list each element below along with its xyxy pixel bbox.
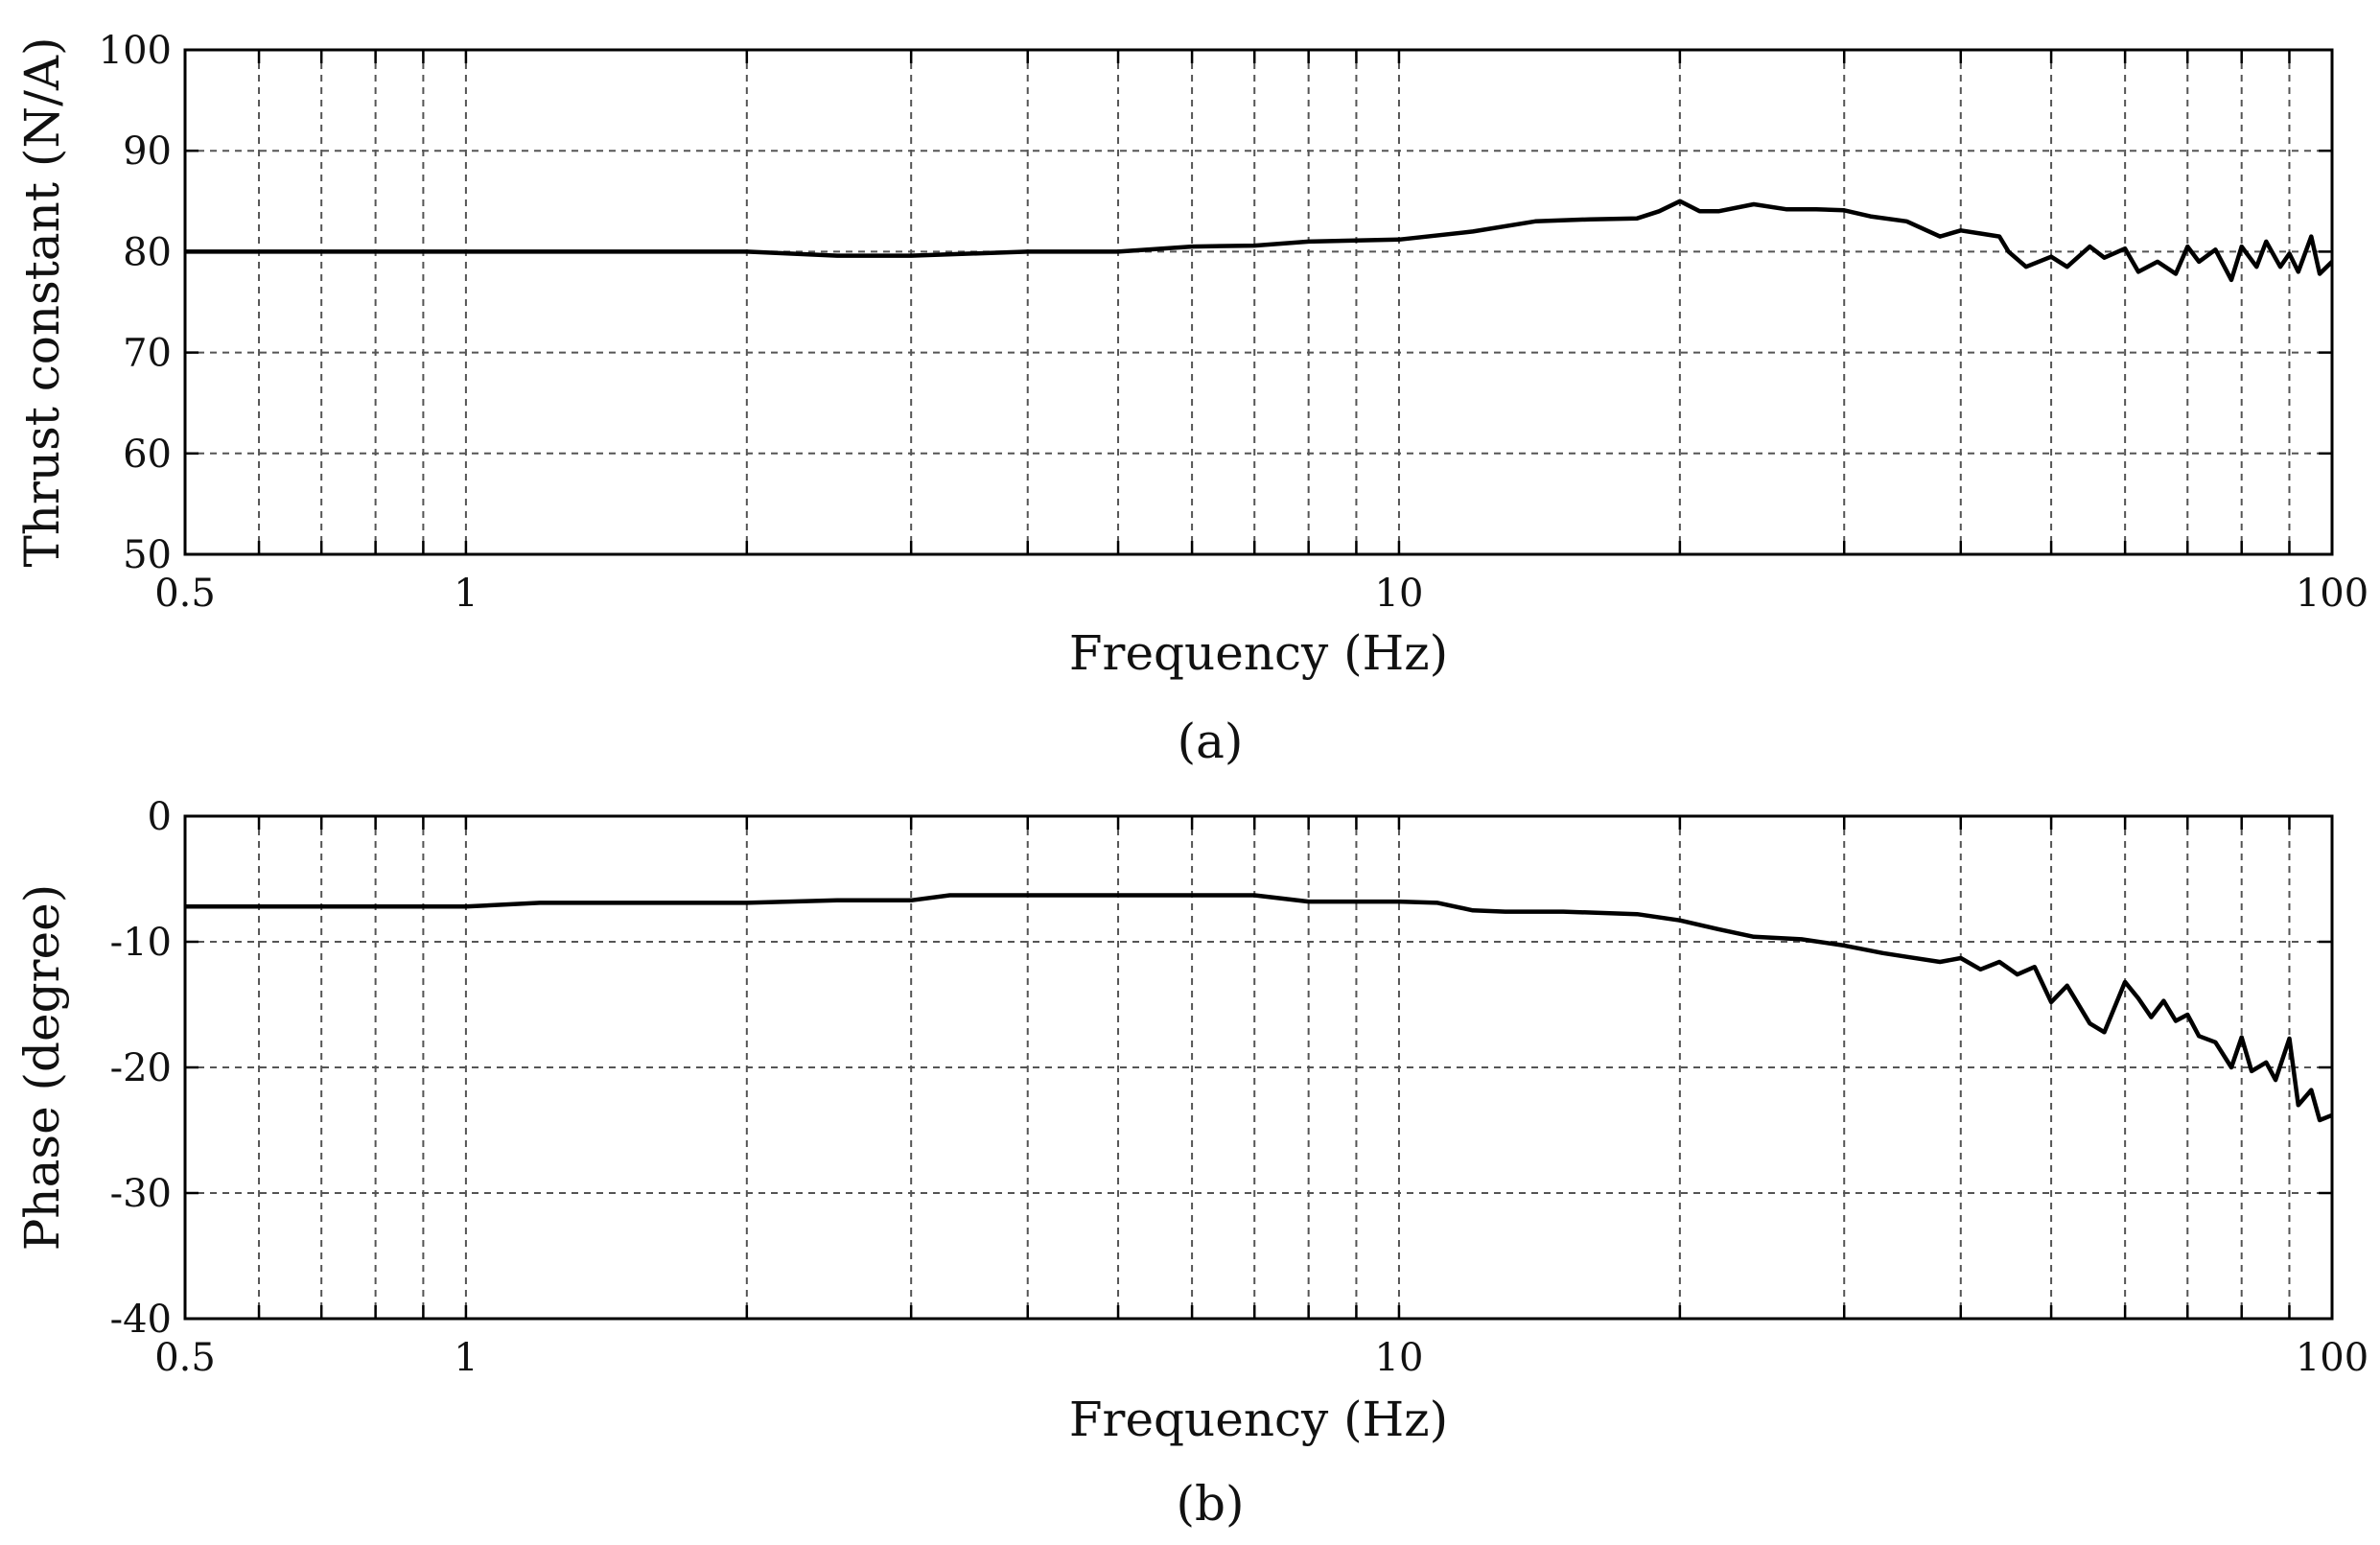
plot-frame (183, 48, 2334, 556)
axis-ticks (185, 48, 2332, 556)
y-tick-label: 90 (123, 129, 172, 174)
x-tick-label: 0.5 (154, 1336, 216, 1380)
y-axis-label: Thrust constant (N/A) (14, 36, 70, 567)
y-tick-label: 70 (123, 332, 172, 376)
y-tick-label: 60 (123, 433, 172, 477)
x-tick-label: 100 (2296, 572, 2368, 616)
x-axis-label: Frequency (Hz) (1069, 625, 1448, 681)
y-tick-label: 0 (148, 795, 172, 839)
panel-a: 50 60 70 80 90 100 0.5 1 10 100 Frequency (Hz) T… (14, 29, 2368, 769)
axis-ticks (185, 814, 2332, 1321)
y-tick-labels: -40 -30 -20 -10 0 (110, 795, 172, 1342)
grid-lines (185, 50, 2332, 554)
series-line (185, 893, 2333, 1123)
y-tick-label: 50 (123, 533, 172, 577)
y-tick-labels: 50 60 70 80 90 100 (99, 29, 172, 577)
y-axis-label: Phase (degree) (14, 884, 70, 1252)
x-tick-label: 1 (454, 1336, 478, 1380)
x-tick-label: 1 (454, 572, 478, 616)
panel-caption: (b) (1176, 1476, 1244, 1532)
grid-lines (185, 816, 2332, 1319)
y-tick-label: -10 (110, 921, 172, 965)
y-tick-label: -20 (110, 1046, 172, 1090)
y-tick-label: 100 (99, 29, 172, 73)
panel-caption: (a) (1178, 714, 1244, 769)
panel-b: -40 -30 -20 -10 0 0.5 1 10 100 Frequency (Hz) P… (14, 795, 2368, 1532)
x-tick-label: 10 (1375, 1336, 1424, 1380)
y-tick-label: -30 (110, 1172, 172, 1216)
x-tick-label: 100 (2296, 1336, 2368, 1380)
x-tick-labels: 0.5 1 10 100 (154, 1336, 2368, 1380)
x-tick-labels: 0.5 1 10 100 (154, 572, 2368, 616)
y-tick-label: -40 (110, 1298, 172, 1342)
x-tick-label: 0.5 (154, 572, 216, 616)
x-tick-label: 10 (1375, 572, 1424, 616)
x-axis-label: Frequency (Hz) (1069, 1392, 1448, 1447)
series-line (185, 199, 2334, 283)
y-tick-label: 80 (123, 230, 172, 274)
